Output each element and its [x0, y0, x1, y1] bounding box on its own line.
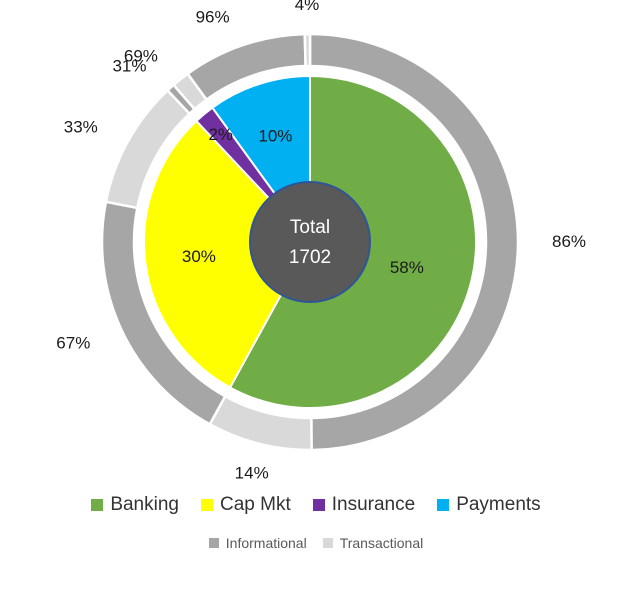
legend-label-insurance: Insurance	[331, 494, 416, 515]
outer-label-payments-informational: 96%	[196, 8, 230, 27]
outer-label-payments-transactional: 4%	[295, 0, 320, 14]
inner-label-insurance: 2%	[208, 125, 233, 144]
donut-chart: Total 1702 58% 86% 14% 30% 67% 33% 2% 31%69% 10%…	[56, 0, 586, 480]
legend-swatch-cap-mkt	[200, 499, 213, 511]
legend-label-transactional: Transactional	[339, 535, 424, 551]
center-circle	[249, 181, 371, 303]
legend-swatch-payments	[437, 499, 450, 511]
inner-label-payments: 10%	[258, 126, 292, 145]
legend-label-cap-mkt: Cap Mkt	[219, 494, 291, 515]
data-labels: 58% 86% 14% 30% 67% 33% 2% 31%69% 10% 96% 4%	[56, 0, 586, 480]
legend-swatch-insurance	[312, 499, 325, 511]
legend-item-informational: Informational	[208, 535, 307, 551]
outer-segment-banking-informational	[308, 32, 520, 452]
legend-item-transactional: Transactional	[322, 535, 424, 551]
outer-label-banking-transactional: 14%	[235, 464, 269, 480]
inner-label-banking: 58%	[390, 258, 424, 277]
legend-swatch-informational	[208, 538, 219, 548]
outer-label-banking-informational: 86%	[552, 232, 586, 251]
center-total: 1702	[289, 247, 331, 268]
outer-label-insurance-transactional: 69%	[124, 47, 158, 66]
legend-label-informational: Informational	[225, 535, 307, 551]
inner-label-cap-mkt: 30%	[182, 247, 216, 266]
legend-item-cap-mkt: Cap Mkt	[200, 494, 291, 516]
outer-label-cap-mkt-transactional: 33%	[64, 118, 98, 137]
center-badge: Total 1702	[249, 181, 371, 303]
outer-ring	[100, 32, 520, 452]
outer-segment-payments-transactional	[303, 32, 312, 68]
legend-item-payments: Payments	[437, 494, 541, 516]
legend-label-banking: Banking	[110, 494, 179, 515]
legend-swatch-transactional	[322, 538, 333, 548]
legend-item-insurance: Insurance	[312, 494, 416, 516]
outer-label-insurance-informational: 31%	[112, 56, 146, 75]
legend-main: Banking Cap Mkt Insurance Payments	[0, 494, 632, 516]
center-title: Total	[290, 217, 330, 238]
inner-slice-cap-mkt	[143, 119, 312, 389]
legend-label-payments: Payments	[456, 494, 541, 515]
outer-label-cap-mkt-informational: 67%	[56, 334, 90, 353]
legend-item-banking: Banking	[91, 494, 179, 516]
legend-swatch-banking	[91, 499, 104, 511]
legend-sub: Informational Transactional	[0, 535, 632, 551]
